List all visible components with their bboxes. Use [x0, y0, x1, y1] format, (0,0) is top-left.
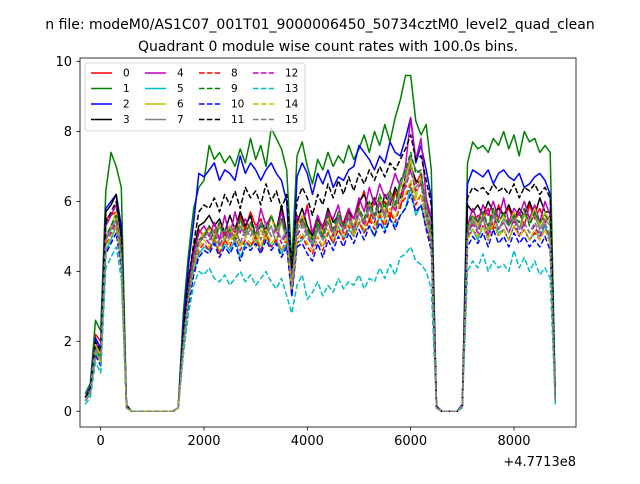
x-tick-label: 4000	[291, 434, 324, 449]
legend-label-8: 8	[231, 68, 238, 80]
x-tick-label: 0	[97, 434, 105, 449]
y-tick-label: 2	[64, 335, 72, 350]
legend-label-0: 0	[123, 68, 130, 80]
legend-label-15: 15	[285, 114, 298, 126]
legend-label-6: 6	[177, 99, 184, 111]
legend-label-7: 7	[177, 114, 184, 126]
legend-label-5: 5	[177, 83, 184, 95]
legend-label-4: 4	[177, 68, 184, 80]
legend-label-1: 1	[123, 83, 130, 95]
legend-label-14: 14	[285, 99, 299, 111]
y-tick-label: 4	[64, 265, 72, 280]
legend-label-12: 12	[285, 68, 298, 80]
legend-label-13: 13	[285, 83, 298, 95]
legend-label-2: 2	[123, 99, 130, 111]
x-tick-label: 6000	[394, 434, 427, 449]
legend-label-11: 11	[231, 114, 244, 126]
y-tick-label: 0	[64, 405, 72, 420]
x-tick-label: 8000	[497, 434, 530, 449]
legend-box	[84, 62, 306, 132]
y-tick-label: 10	[55, 55, 72, 70]
x-axis: 0 2000 4000 6000 8000	[97, 427, 531, 449]
series-layer	[84, 74, 557, 413]
y-axis: 0 2 4 6 8 10	[55, 55, 80, 420]
figure-suptitle: n file: modeM0/AS1C07_001T01_9000006450_…	[45, 17, 594, 33]
x-tick-label: 2000	[187, 434, 220, 449]
plot-frame	[79, 57, 577, 428]
chart-title: Quadrant 0 module wise count rates with …	[138, 39, 518, 55]
legend-label-3: 3	[123, 114, 130, 126]
y-tick-label: 6	[64, 195, 72, 210]
legend-label-10: 10	[231, 99, 244, 111]
x-axis-offset-label: +4.7713e8	[503, 455, 576, 470]
series-line-15	[84, 165, 557, 413]
legend-label-9: 9	[231, 83, 238, 95]
y-tick-label: 8	[64, 125, 72, 140]
